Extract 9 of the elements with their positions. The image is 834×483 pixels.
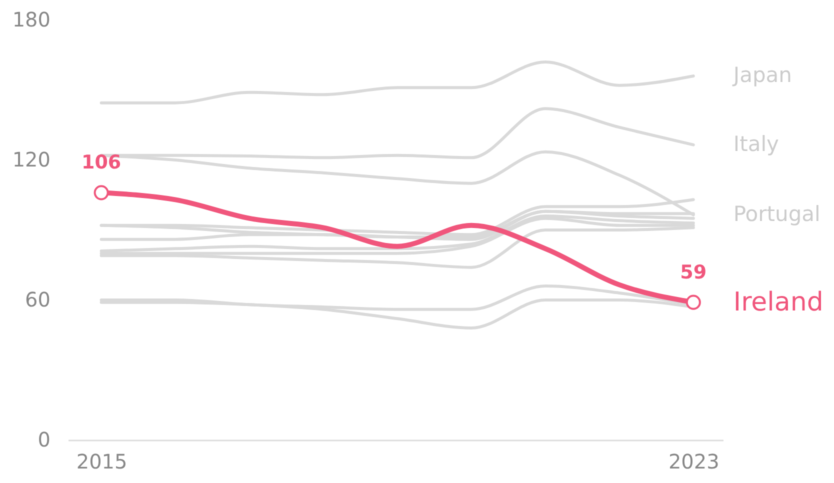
x-tick-label: 2015: [76, 450, 128, 474]
y-tick-label: 120: [12, 148, 50, 172]
y-tick-label: 180: [12, 8, 50, 32]
y-tick-label: 60: [25, 288, 50, 312]
x-tick-label: 2023: [668, 450, 720, 474]
data-label: 59: [680, 261, 707, 284]
data-label: 106: [81, 152, 122, 174]
y-tick-label: 0: [38, 428, 50, 452]
series-label: Ireland: [733, 287, 824, 318]
